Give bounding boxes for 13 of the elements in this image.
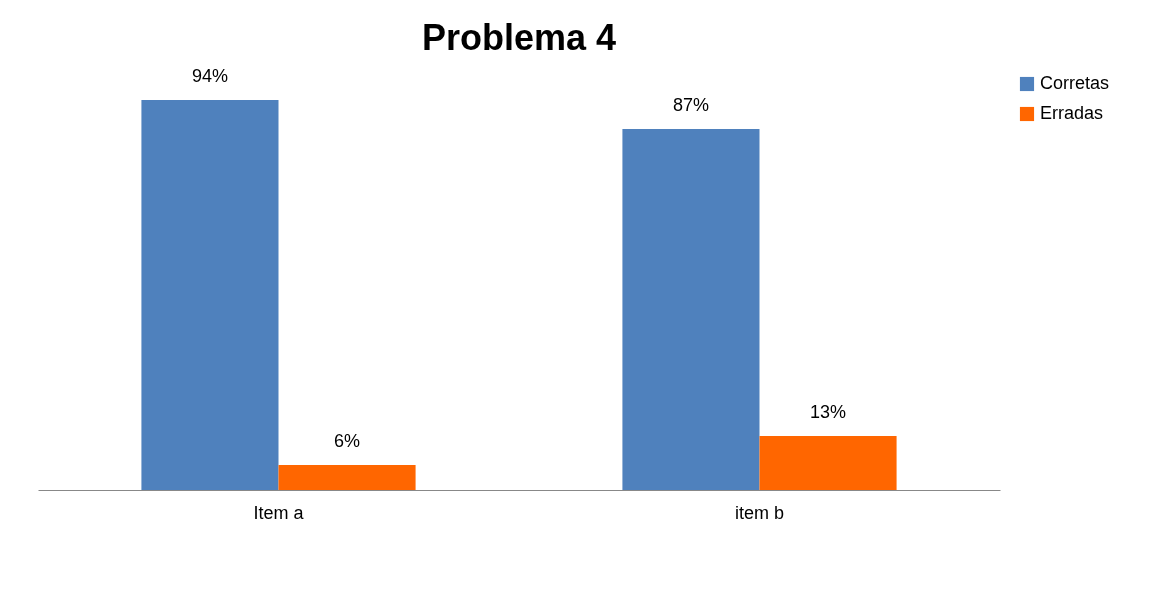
chart-title: Problema 4 [421, 16, 617, 58]
data-label: 87% [672, 94, 709, 115]
legend-label: Corretas [1040, 73, 1110, 93]
legend-label: Erradas [1040, 103, 1104, 123]
x-tick-label: item b [734, 502, 785, 523]
data-label: 13% [810, 402, 847, 423]
bar [622, 128, 760, 490]
bar [278, 465, 416, 490]
x-tick-label: Item a [253, 502, 305, 523]
data-label: 6% [334, 431, 361, 452]
data-label: 94% [191, 65, 228, 86]
bar [141, 99, 279, 490]
bar [759, 436, 897, 490]
